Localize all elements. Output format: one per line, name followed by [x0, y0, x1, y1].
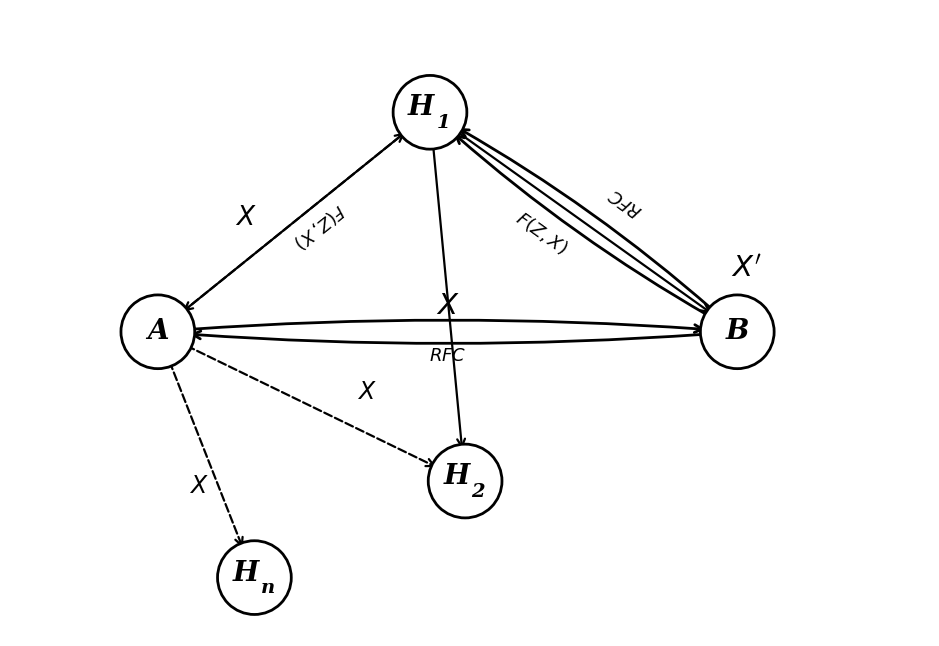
Text: $F(Z,X)$: $F(Z,X)$	[290, 200, 348, 253]
Text: A: A	[147, 318, 169, 345]
Text: $RFC$: $RFC$	[429, 348, 467, 366]
Text: $RFC$: $RFC$	[605, 184, 646, 220]
Text: $X$: $X$	[190, 474, 209, 498]
Text: $X$: $X$	[436, 291, 459, 320]
Circle shape	[218, 541, 291, 614]
Text: 1: 1	[437, 114, 450, 132]
Text: B: B	[726, 318, 749, 345]
Text: $X$: $X$	[235, 205, 256, 230]
Text: H: H	[408, 94, 435, 121]
Text: 2: 2	[471, 483, 485, 501]
Circle shape	[393, 76, 467, 149]
Text: H: H	[443, 463, 470, 490]
Circle shape	[121, 295, 194, 369]
Circle shape	[700, 295, 774, 369]
Text: $X'$: $X'$	[731, 254, 762, 283]
Text: n: n	[260, 579, 274, 597]
Circle shape	[428, 444, 502, 518]
Text: $F(Z,X)$: $F(Z,X)$	[513, 208, 572, 258]
Text: $X$: $X$	[357, 380, 377, 404]
Text: H: H	[233, 559, 259, 587]
